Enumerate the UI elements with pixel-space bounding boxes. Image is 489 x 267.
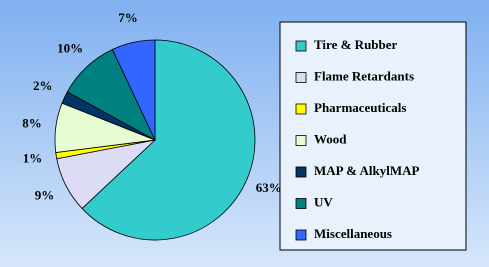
legend-swatch — [295, 103, 307, 115]
slice-label: 1% — [23, 150, 43, 165]
legend-swatch — [295, 166, 307, 178]
legend-swatch — [295, 72, 307, 83]
slice-label: 7% — [118, 10, 138, 25]
slice-label: 63% — [256, 180, 282, 195]
legend-label: Pharmaceuticals — [314, 100, 406, 115]
slice-label: 8% — [22, 115, 42, 130]
legend-label: Wood — [314, 131, 347, 146]
legend-swatch — [295, 40, 307, 52]
legend-label: UV — [314, 194, 333, 209]
legend-box — [279, 21, 467, 251]
slice-label: 2% — [33, 78, 53, 93]
legend-label: Miscellaneous — [314, 226, 392, 241]
legend-swatch — [295, 198, 307, 209]
legend-swatch — [295, 135, 307, 146]
legend-swatch — [295, 229, 307, 241]
slice-label: 9% — [35, 187, 55, 202]
pie-slice — [111, 39, 156, 141]
legend-label: MAP & AlkylMAP — [314, 163, 419, 178]
legend-label: Flame Retardants — [314, 68, 414, 83]
pie-slice — [81, 39, 256, 241]
slice-label: 10% — [57, 41, 83, 56]
legend-label: Tire & Rubber — [314, 37, 398, 52]
